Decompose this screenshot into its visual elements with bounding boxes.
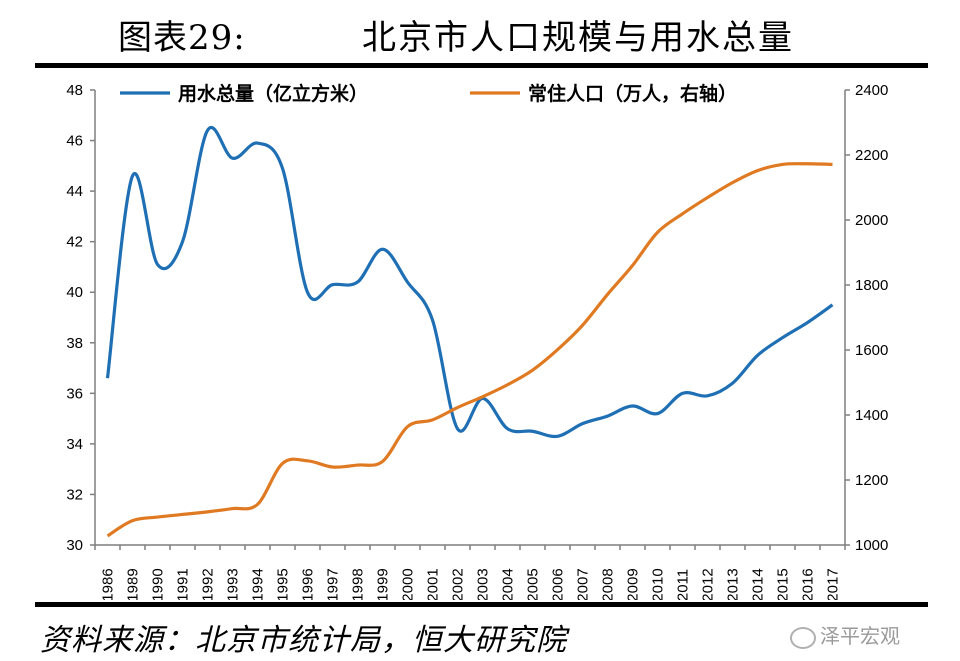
source-note: 资料来源：北京市统计局，恒大研究院 — [40, 623, 567, 658]
left-tick-label: 34 — [66, 436, 83, 453]
x-tick-label: 2017 — [825, 568, 842, 600]
watermark: 泽平宏观 — [790, 620, 900, 649]
right-tick-label: 1600 — [855, 342, 888, 359]
x-tick-label: 1991 — [175, 568, 192, 600]
right-tick-label: 1000 — [855, 537, 888, 554]
line-chart: 30 32 34 36 38 40 42 44 46 48 1000 1200 1400 1600 1800… — [66, 82, 888, 600]
right-tick-label: 2400 — [855, 82, 888, 99]
x-tick-label: 1993 — [225, 568, 242, 600]
left-tick-label: 36 — [66, 385, 83, 402]
bottom-rule — [35, 602, 928, 607]
x-tick-label: 1998 — [350, 568, 367, 600]
watermark-text: 泽平宏观 — [820, 624, 900, 648]
left-tick-label: 48 — [66, 82, 83, 99]
right-tick-label: 1200 — [855, 472, 888, 489]
left-tick-label: 44 — [66, 183, 83, 200]
left-tick-label: 46 — [66, 133, 83, 150]
x-tick-label: 1997 — [325, 568, 342, 600]
x-tick-label: 1989 — [125, 568, 142, 600]
x-tick-label: 2015 — [775, 568, 792, 600]
x-tick-label: 2010 — [650, 568, 667, 600]
x-tick-label: 2007 — [575, 568, 592, 600]
right-tick-label: 2000 — [855, 212, 888, 229]
right-tick-label: 1800 — [855, 277, 888, 294]
x-tick-label: 2008 — [600, 568, 617, 600]
x-tick-label: 2009 — [625, 568, 642, 600]
x-tick-label: 2001 — [425, 568, 442, 600]
right-tick-label: 1400 — [855, 407, 888, 424]
x-tick-label: 1994 — [250, 568, 267, 600]
x-tick-label: 1996 — [300, 568, 317, 600]
water-series-line — [105, 126, 834, 439]
left-tick-label: 42 — [66, 234, 83, 251]
x-tick-label: 2005 — [525, 568, 542, 600]
x-tick-label: 1992 — [200, 568, 217, 600]
chart-title-bar: 图表29: 北京市人口规模与用水总量 — [0, 8, 960, 58]
x-tick-label: 1995 — [275, 568, 292, 600]
x-tick-label: 1999 — [375, 568, 392, 600]
legend-population-label: 常住人口（万人，右轴） — [528, 82, 737, 105]
left-tick-label: 38 — [66, 335, 83, 352]
x-tick-label: 2011 — [675, 569, 692, 600]
x-tick-label: 2000 — [400, 568, 417, 600]
x-tick-label: 1986 — [100, 568, 117, 600]
x-tick-label: 2013 — [725, 568, 742, 600]
left-tick-label: 32 — [66, 486, 83, 503]
population-series-line — [106, 162, 833, 538]
x-tick-label: 2014 — [750, 568, 767, 600]
x-tick-label: 2003 — [475, 568, 492, 600]
top-rule — [35, 63, 928, 68]
x-tick-label: 2002 — [450, 568, 467, 600]
left-tick-label: 40 — [66, 284, 83, 301]
wechat-icon — [790, 626, 816, 649]
x-tick-label: 2004 — [500, 568, 517, 600]
right-tick-label: 2200 — [855, 147, 888, 164]
x-tick-label: 2012 — [700, 568, 717, 600]
figure-label: 图表29: — [118, 18, 246, 58]
x-tick-label: 1990 — [150, 568, 167, 600]
figure-title: 北京市人口规模与用水总量 — [362, 18, 794, 58]
left-tick-label: 30 — [66, 537, 83, 554]
x-tick-label: 2006 — [550, 568, 567, 600]
legend-water-label: 用水总量（亿立方米） — [178, 82, 368, 105]
x-tick-label: 2016 — [800, 568, 817, 600]
